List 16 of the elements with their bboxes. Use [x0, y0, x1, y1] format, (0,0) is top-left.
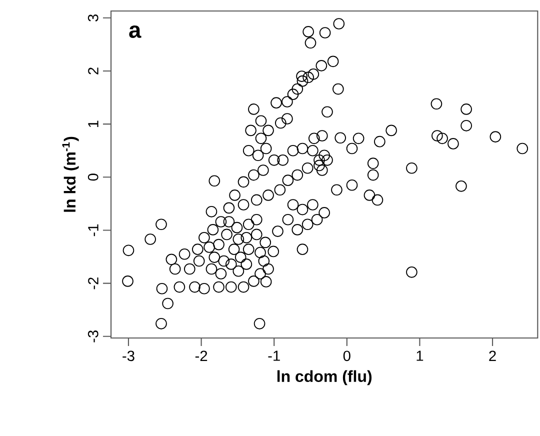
- x-tick-label: 1: [416, 350, 424, 361]
- y-tick-label: -2: [88, 278, 98, 290]
- x-tick-label: 0: [343, 350, 350, 362]
- y-tick-label: -1: [88, 224, 98, 236]
- y-tick-label: -3: [88, 330, 98, 342]
- annotation: a: [129, 26, 142, 38]
- x-axis-title: ln cdom (flu): [277, 370, 372, 386]
- y-axis-title: ln kd (m$^{-1}$): [62, 136, 79, 212]
- x-tick-label: 2: [489, 350, 496, 361]
- x-tick-label: -3: [122, 350, 134, 362]
- x-tick-label: -2: [195, 350, 208, 361]
- y-tick-label: 3: [88, 14, 98, 22]
- y-tick-label: 0: [88, 174, 98, 181]
- y-tick-label: 1: [88, 120, 98, 128]
- y-tick-label: 2: [88, 68, 98, 74]
- x-tick-label: -1: [268, 350, 280, 361]
